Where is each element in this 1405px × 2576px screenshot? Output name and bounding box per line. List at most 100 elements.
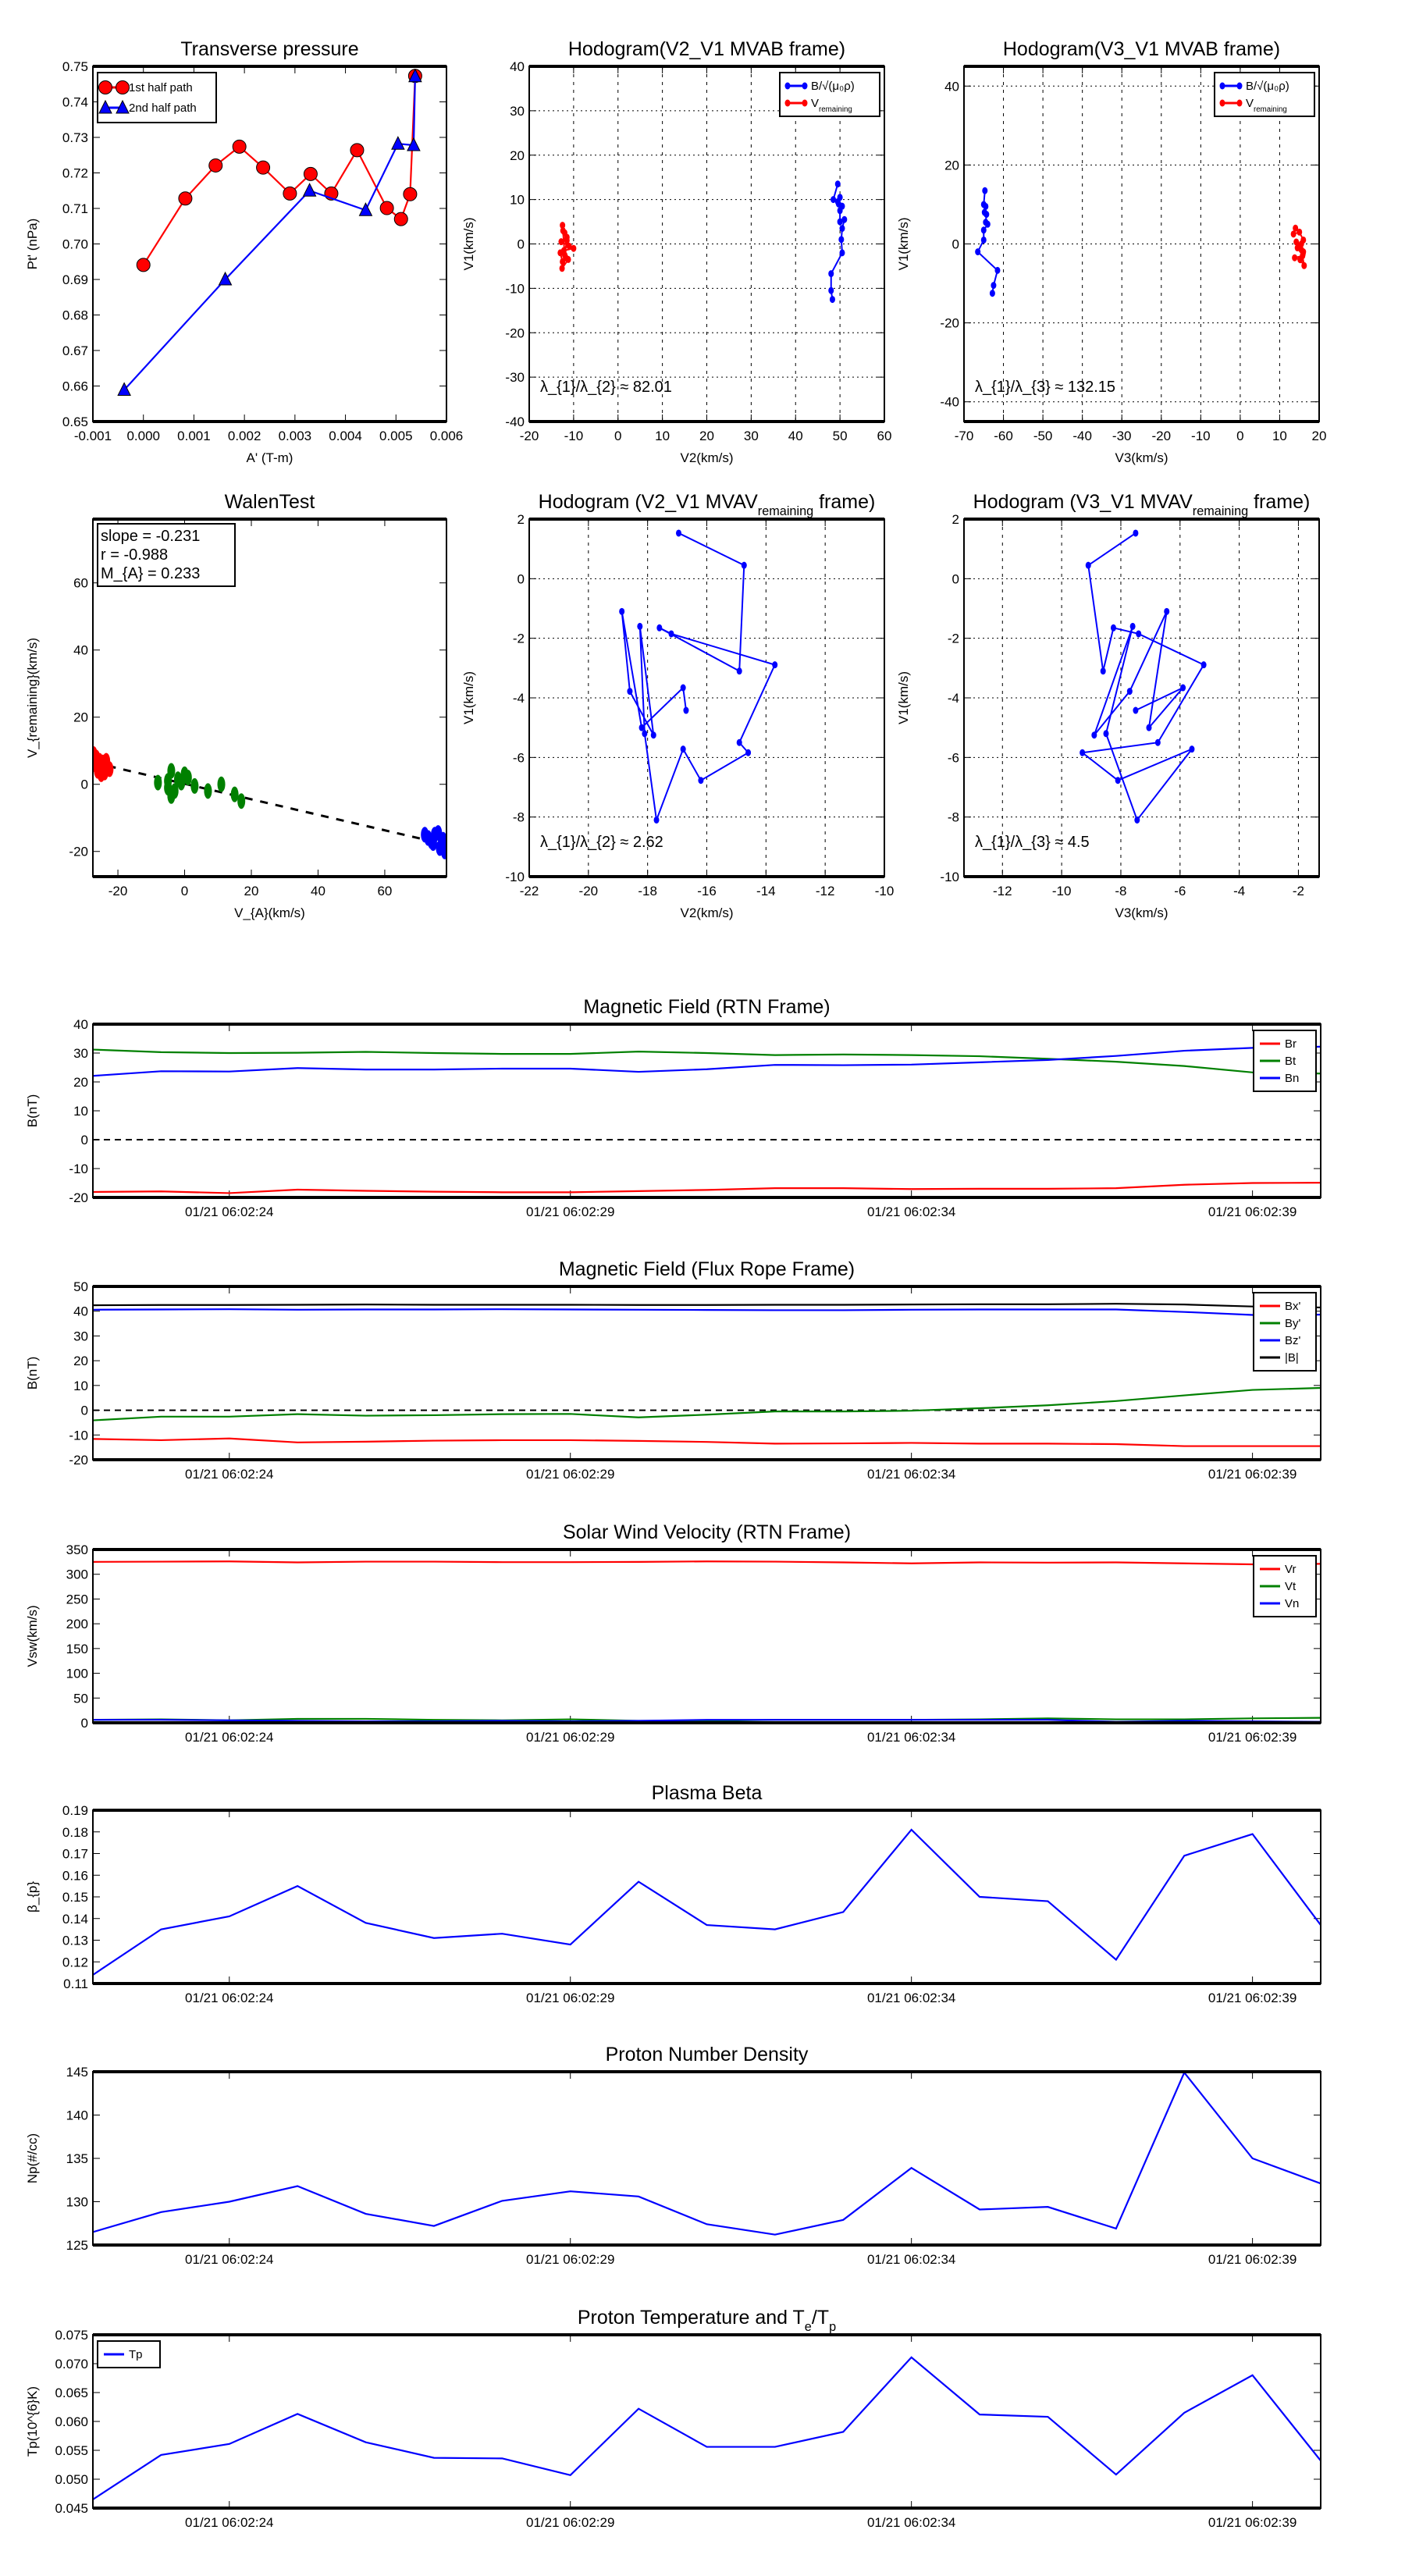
data-point — [1297, 256, 1304, 264]
x-tick-label: 40 — [311, 884, 325, 898]
chart-plasma-beta: Plasma Beta 01/21 06:02:24 01/21 06:02:29 0… — [25, 1782, 1321, 2005]
y-tick-label: 30 — [73, 1046, 88, 1061]
y-tick-label: 140 — [66, 2108, 88, 2123]
chart-proton-temperature: Proton Temperature and Te/Tp 01/21 06:02:… — [25, 2307, 1321, 2530]
data-point — [403, 187, 418, 201]
x-tick-label: -20 — [1151, 429, 1171, 443]
x-tick-label: 01/21 06:02:24 — [185, 1467, 273, 1482]
y-tick-label: 100 — [66, 1667, 88, 1681]
x-axis-label: V2(km/s) — [681, 450, 734, 465]
x-tick-label: 01/21 06:02:34 — [867, 1204, 955, 1219]
chart-title: Hodogram (V3_V1 MVAVremaining frame) — [973, 491, 1311, 518]
x-tick-label: 01/21 06:02:39 — [1208, 2515, 1297, 2530]
x-tick-label: 60 — [877, 429, 892, 443]
data-point — [350, 143, 365, 158]
legend-marker — [116, 99, 130, 114]
plot-frame — [92, 1286, 1321, 1461]
data-point — [829, 296, 835, 304]
chart-title: Magnetic Field (Flux Rope Frame) — [559, 1258, 855, 1280]
series-bz- — [93, 1308, 1321, 1316]
chart-magnetic-field-rtn: Magnetic Field (RTN Frame) 01/21 06:02:24… — [25, 996, 1321, 1219]
x-tick-label: 01/21 06:02:34 — [867, 1991, 955, 2005]
stats-line: r = -0.988 — [101, 546, 168, 564]
data-point — [650, 731, 656, 739]
legend: B/√(μ₀ρ) Vremaining — [779, 72, 880, 117]
y-tick-label: 0.65 — [62, 415, 88, 429]
series-bt — [93, 1048, 1321, 1075]
y-tick-label: 10 — [510, 193, 525, 208]
data-point — [1297, 228, 1303, 236]
chart-title: Proton Number Density — [606, 2044, 809, 2065]
data-point — [668, 630, 674, 638]
x-tick-label: 01/21 06:02:29 — [526, 2515, 614, 2530]
series-line — [93, 1386, 1321, 1421]
x-tick-label: 01/21 06:02:29 — [526, 1204, 614, 1219]
series-line — [93, 1308, 1321, 1316]
data-point — [1290, 230, 1297, 238]
y-tick-label: 0.19 — [62, 1803, 88, 1818]
data-point — [1154, 738, 1161, 746]
data-point — [1200, 661, 1207, 669]
y-tick-label: 50 — [73, 1691, 88, 1706]
plot-frame — [92, 2071, 1321, 2246]
x-tick-label: -70 — [955, 429, 974, 443]
y-tick-label: 0.045 — [55, 2501, 88, 2516]
y-tick-label: -8 — [948, 810, 959, 825]
y-axis-label: B(nT) — [25, 1357, 40, 1390]
y-tick-label: -40 — [940, 395, 959, 410]
series-line — [93, 1048, 1321, 1075]
x-tick-label: 20 — [244, 884, 259, 898]
x-tick-label: 01/21 06:02:34 — [867, 2252, 955, 2267]
x-tick-label: 01/21 06:02:39 — [1208, 1730, 1297, 1745]
y-tick-label: 130 — [66, 2195, 88, 2210]
chart-title: Hodogram (V2_V1 MVAVremaining frame) — [539, 491, 876, 518]
data-point — [232, 139, 247, 154]
data-point — [656, 624, 663, 632]
x-tick-label: -10 — [875, 884, 895, 898]
y-tick-label: 50 — [73, 1279, 88, 1294]
y-tick-label: 300 — [66, 1567, 88, 1582]
series-b- — [975, 187, 1001, 297]
data-point — [167, 763, 176, 779]
data-point — [1110, 624, 1116, 632]
x-tick-label: 01/21 06:02:29 — [526, 1991, 614, 2005]
plot-area — [93, 1045, 1321, 1194]
series-tp — [93, 2356, 1321, 2500]
data-point — [1164, 607, 1170, 615]
y-tick-label: -10 — [940, 870, 959, 884]
y-tick-label: -20 — [69, 845, 88, 859]
plot-area — [975, 187, 1307, 297]
x-tick-label: 60 — [377, 884, 392, 898]
data-point — [560, 226, 566, 234]
x-tick-label: -12 — [993, 884, 1012, 898]
data-point — [828, 286, 834, 294]
data-point — [1189, 745, 1195, 753]
data-point — [1133, 529, 1139, 537]
plot-area — [1080, 529, 1207, 824]
data-point — [675, 529, 681, 537]
series-b- — [828, 180, 848, 304]
series-green — [154, 763, 246, 809]
chart-title: Plasma Beta — [652, 1782, 763, 1804]
y-tick-label: 0.74 — [62, 95, 88, 110]
data-point — [839, 249, 845, 257]
data-point — [559, 265, 565, 272]
series-vr — [93, 1560, 1321, 1566]
data-point — [1080, 749, 1086, 756]
legend-label: Bx' — [1285, 1300, 1301, 1313]
legend-marker — [784, 99, 791, 107]
data-point — [637, 622, 643, 630]
data-point — [136, 258, 151, 272]
series-v-remaining- — [1290, 224, 1307, 269]
y-tick-label: 0.75 — [62, 59, 88, 74]
y-tick-label: 60 — [73, 576, 88, 591]
data-point — [838, 236, 845, 244]
stats-line: slope = -0.231 — [101, 528, 200, 545]
x-tick-label: -0.001 — [74, 429, 112, 443]
data-point — [564, 237, 570, 244]
y-tick-label: 0.70 — [62, 237, 88, 252]
plot-frame — [92, 2334, 1321, 2509]
y-tick-label: 0 — [81, 1133, 88, 1147]
y-axis-label: Np(#/cc) — [25, 2133, 40, 2183]
